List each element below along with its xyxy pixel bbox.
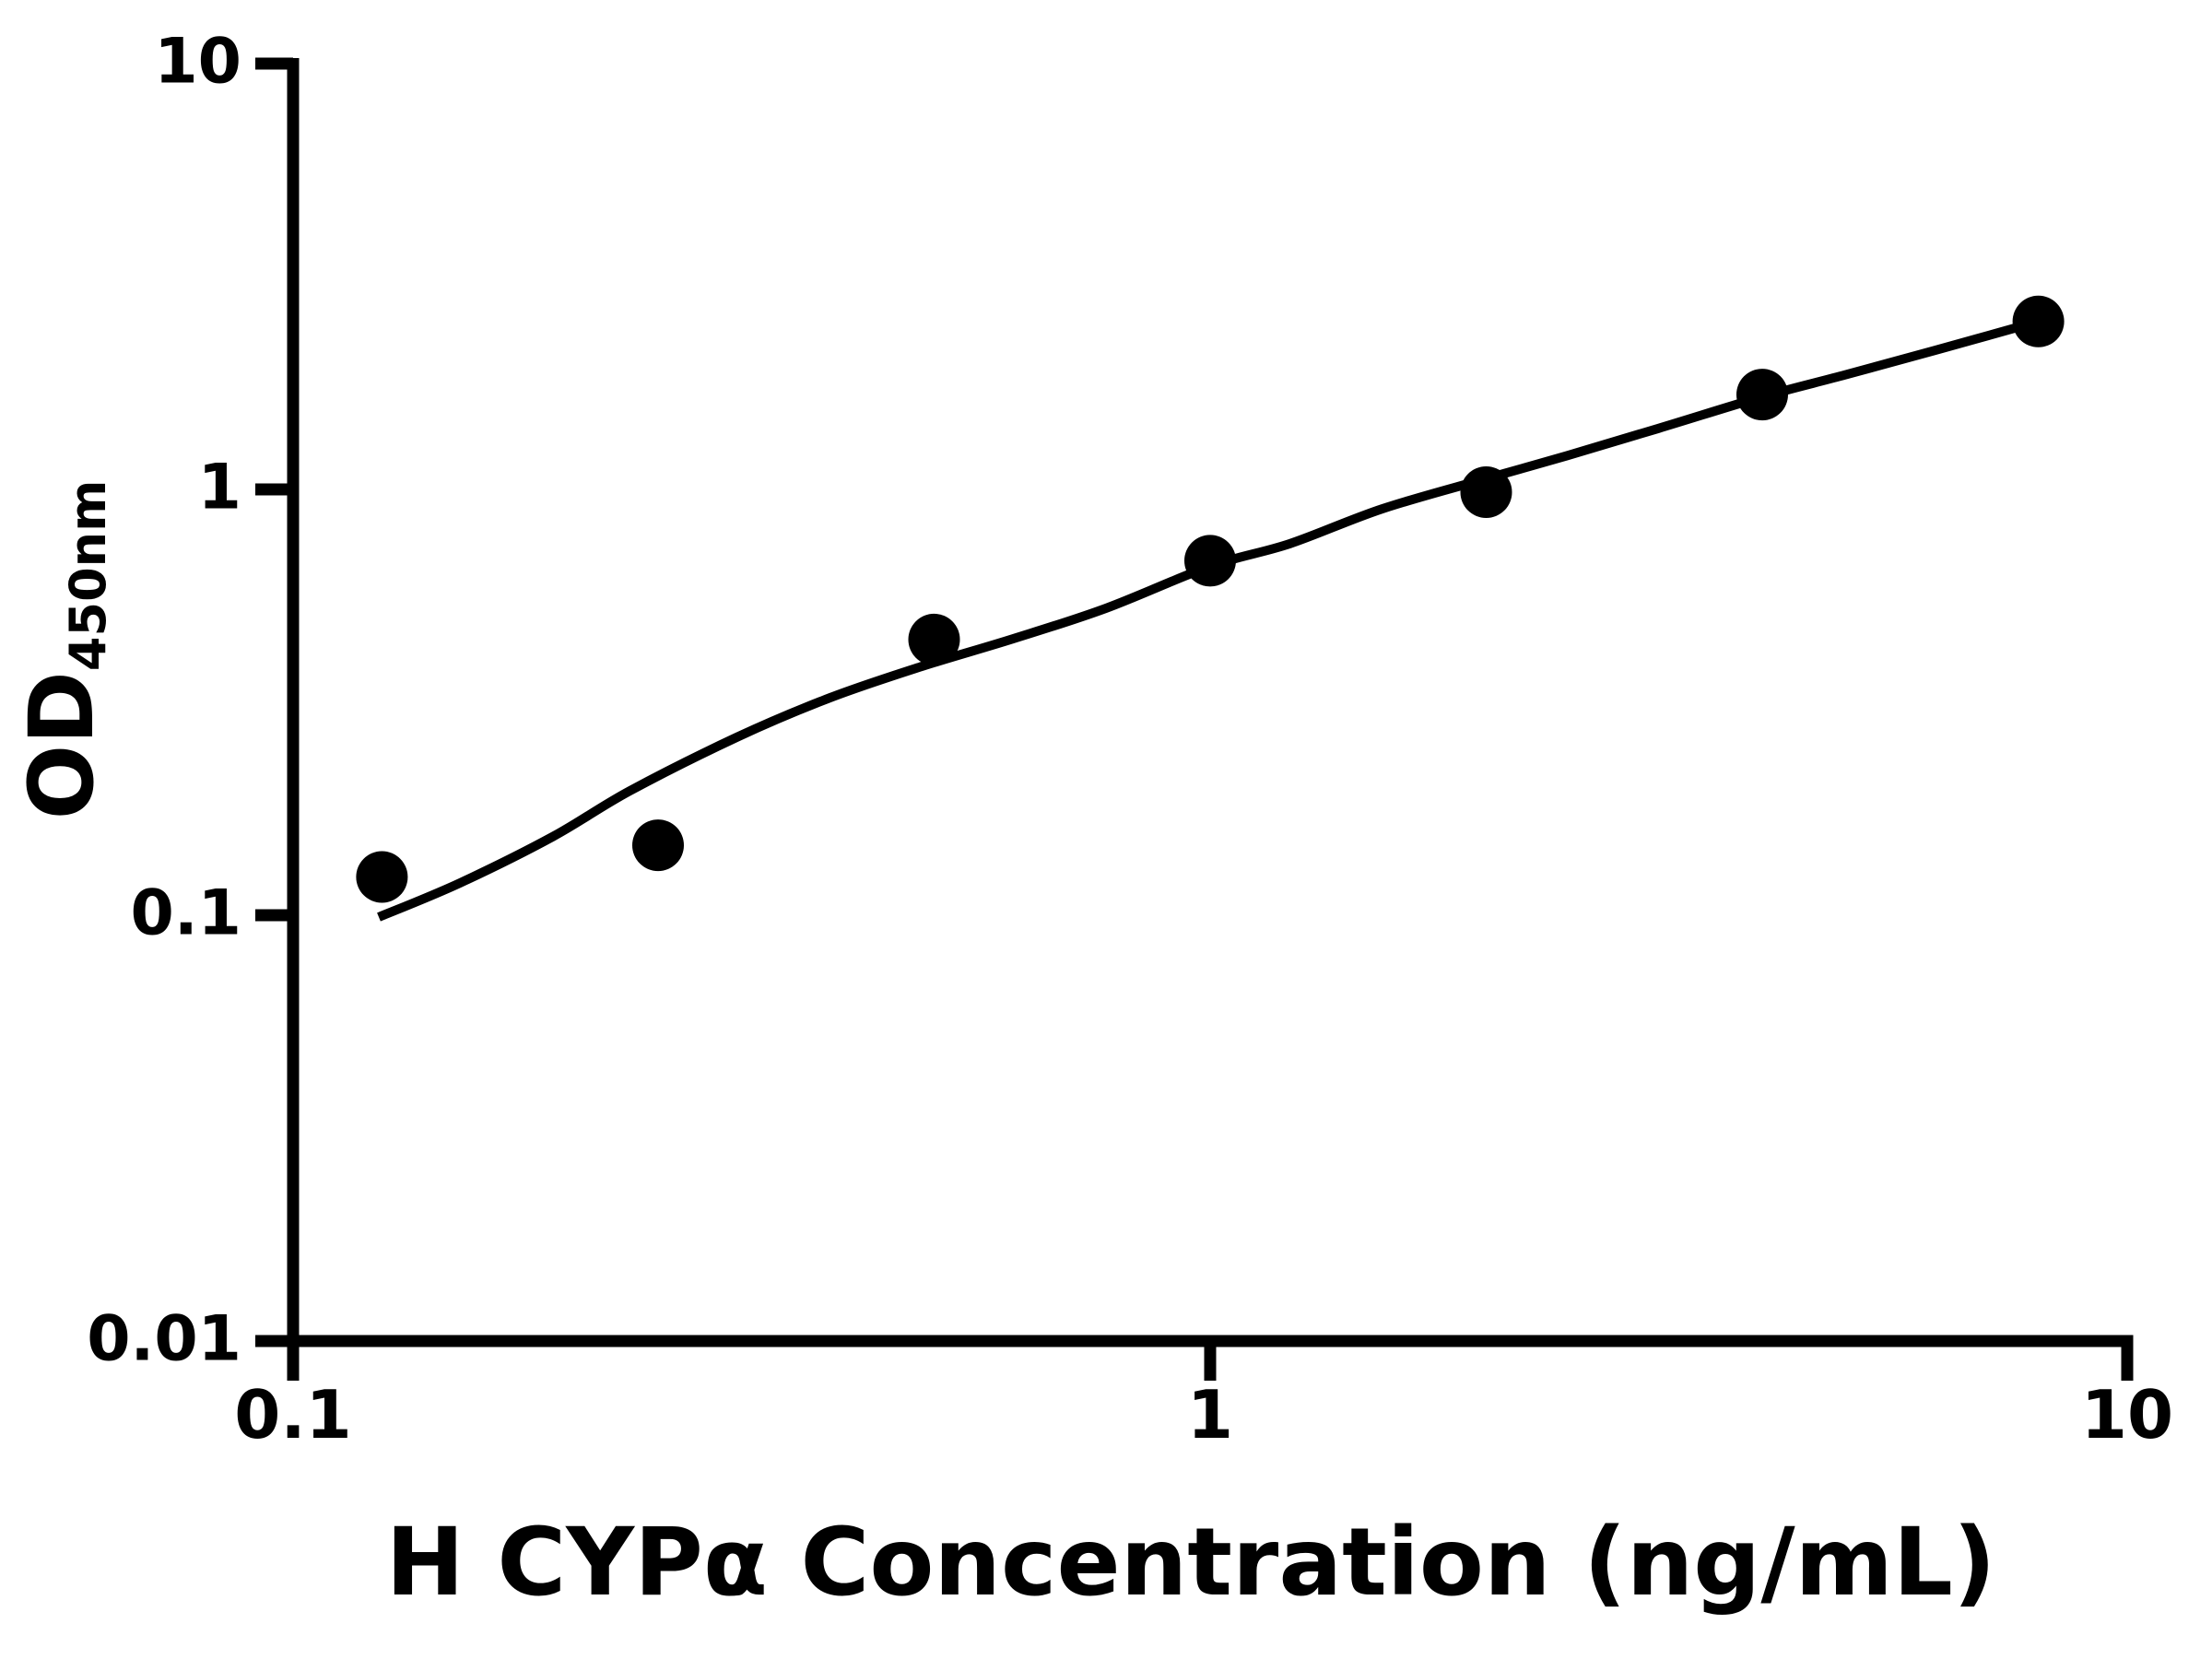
y-axis-title: OD450nm (10, 480, 117, 820)
y-axis-title-subscript: 450nm (59, 479, 117, 672)
x-tick-label-1: 1 (1186, 1376, 1234, 1453)
y-tick-label-10: 10 (154, 25, 241, 99)
y-tick-label-1: 1 (197, 451, 241, 524)
y-axis-title-main: OD (10, 671, 113, 820)
fit-curve-line (377, 316, 2040, 922)
data-point-marker (2012, 295, 2065, 347)
x-tick-label-10: 10 (2080, 1376, 2174, 1453)
y-tick-label-0-1: 0.1 (130, 877, 241, 950)
data-point-marker (1184, 535, 1236, 587)
data-point-marker (1736, 369, 1788, 421)
x-tick-label-0-1: 0.1 (234, 1376, 352, 1453)
y-tick-label-0-01: 0.01 (87, 1302, 241, 1376)
data-point-marker (632, 819, 684, 872)
x-axis-title: H CYPα Concentration (ng/mL) (385, 1508, 1996, 1618)
data-point-marker (356, 851, 408, 903)
data-point-marker (908, 613, 960, 665)
data-point-marker (1460, 466, 1512, 518)
